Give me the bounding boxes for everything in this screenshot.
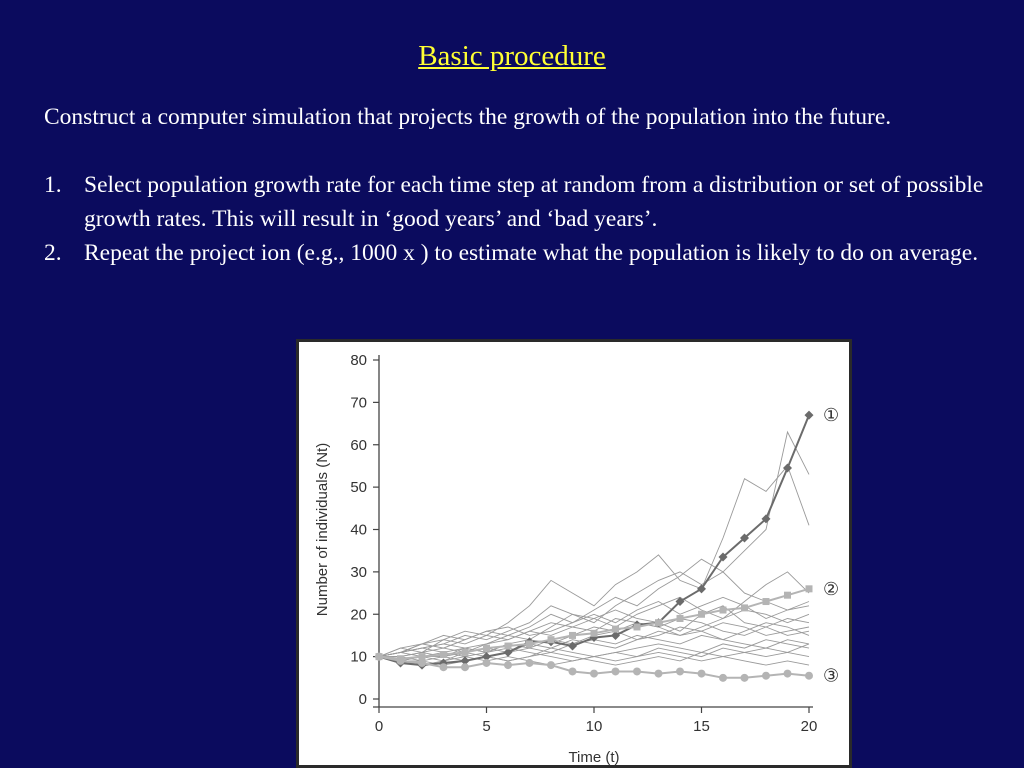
y-tick-label: 70 [350, 394, 367, 411]
y-tick-label: 40 [350, 522, 367, 539]
data-point [590, 629, 598, 637]
x-tick-label: 15 [693, 718, 710, 735]
population-chart: 0 10 20 30 40 50 60 70 80 0 5 10 15 20 Time (t) Number … [314, 352, 839, 765]
simulation-line [379, 651, 810, 666]
data-point [418, 658, 426, 667]
data-point [611, 667, 620, 676]
step-number: 2. [44, 240, 62, 266]
y-tick-label: 80 [350, 352, 367, 369]
y-tick-label: 10 [350, 649, 367, 666]
data-point [676, 614, 684, 622]
data-point [504, 661, 512, 670]
series-label: ② [823, 579, 839, 599]
data-point [784, 591, 791, 599]
data-point [655, 619, 662, 627]
data-point [718, 552, 728, 562]
x-tick-label: 0 [375, 718, 383, 735]
y-tick-label: 0 [359, 691, 367, 708]
data-point [482, 658, 491, 667]
data-point [654, 669, 663, 678]
data-point [525, 658, 534, 667]
procedure-steps: 1. Select population growth rate for eac… [44, 168, 984, 270]
simulation-line [378, 465, 810, 658]
y-axis-label: Number of individuals (Nt) [314, 443, 331, 616]
data-point [697, 584, 706, 594]
data-point [375, 652, 383, 661]
data-point [611, 630, 620, 640]
data-point [461, 648, 469, 656]
data-point [569, 631, 576, 639]
data-point [568, 641, 577, 651]
data-point [547, 636, 555, 644]
step-text: Repeat the project ion (e.g., 1000 x ) t… [84, 240, 979, 266]
data-point [633, 623, 641, 631]
data-point [503, 647, 513, 657]
data-point [783, 669, 792, 678]
intro-paragraph: Construct a computer simulation that pro… [44, 104, 892, 130]
data-point [740, 673, 749, 682]
data-point [418, 653, 426, 661]
data-point [804, 410, 814, 420]
data-point [698, 610, 705, 618]
simulation-line [378, 558, 810, 662]
data-point [612, 625, 619, 633]
x-tick-label: 20 [801, 718, 818, 735]
simulation-line [378, 643, 810, 666]
simulation-line [378, 622, 810, 658]
y-tick-label: 60 [350, 437, 367, 454]
data-point [483, 644, 490, 652]
data-point [568, 667, 577, 676]
data-point [504, 642, 512, 650]
data-point [676, 667, 684, 676]
x-tick-label: 5 [482, 718, 490, 735]
data-point [460, 656, 470, 666]
step-item: 2. Repeat the project ion (e.g., 1000 x … [44, 236, 984, 270]
data-point [805, 671, 813, 680]
data-point [675, 597, 685, 607]
data-point [761, 514, 771, 524]
y-tick-label: 50 [350, 479, 367, 496]
data-point [547, 661, 555, 670]
data-point [697, 669, 706, 678]
x-tick-label: 10 [586, 718, 603, 735]
series-label: ① [823, 405, 839, 425]
data-point [461, 663, 469, 672]
data-point [396, 656, 405, 665]
data-point [762, 598, 770, 606]
data-point [783, 463, 792, 473]
data-point [740, 533, 749, 543]
simulation-line [378, 596, 810, 658]
data-point [440, 651, 447, 659]
y-tick-label: 30 [350, 564, 367, 581]
slide-title: Basic procedure [418, 40, 606, 72]
data-point [439, 663, 448, 672]
step-item: 1. Select population growth rate for eac… [44, 168, 984, 236]
step-text: Select population growth rate for each t… [84, 172, 984, 232]
data-point [719, 606, 727, 614]
data-point [719, 673, 727, 682]
data-point [526, 640, 533, 648]
population-simulation-figure: 0 10 20 30 40 50 60 70 80 0 5 10 15 20 Time (t) Number … [296, 339, 852, 768]
data-point [805, 585, 813, 593]
data-point [762, 671, 770, 680]
simulation-line [379, 605, 810, 658]
step-number: 1. [44, 172, 62, 198]
y-tick-label: 20 [350, 606, 367, 623]
data-point [741, 604, 748, 612]
data-point [633, 667, 641, 676]
x-axis-label: Time (t) [568, 749, 619, 765]
data-point [482, 652, 491, 662]
series-label: ③ [823, 666, 839, 686]
data-point [590, 669, 598, 678]
